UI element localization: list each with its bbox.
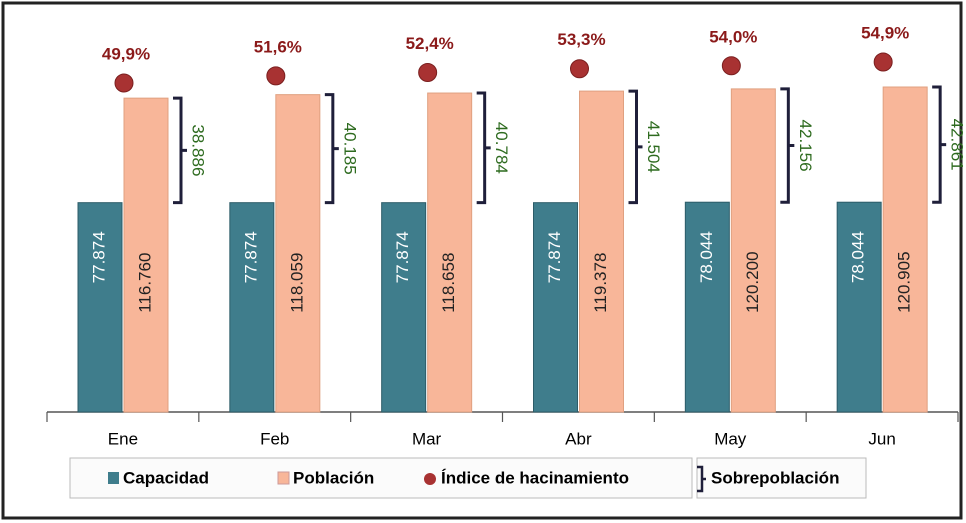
bar-label: 77.874 bbox=[241, 231, 260, 283]
legend-label: Capacidad bbox=[123, 468, 209, 487]
legend-label: Sobrepoblación bbox=[711, 468, 839, 487]
legend-swatch bbox=[424, 473, 436, 485]
bracket bbox=[476, 91, 491, 205]
bar bbox=[684, 201, 730, 413]
bar bbox=[579, 90, 624, 413]
bar-label: 120.200 bbox=[743, 251, 762, 312]
bar-label: 120.905 bbox=[895, 251, 914, 312]
bar-label: 118.059 bbox=[287, 253, 306, 313]
bar bbox=[77, 202, 123, 413]
bracket-label: 38.886 bbox=[189, 124, 208, 176]
marker bbox=[418, 63, 438, 82]
marker-label: 54,9% bbox=[861, 23, 909, 42]
bar bbox=[882, 86, 928, 413]
bar-label: 118.658 bbox=[439, 253, 458, 313]
bracket-label: 42.156 bbox=[796, 120, 815, 172]
bracket-label: 41.504 bbox=[644, 121, 663, 173]
bracket bbox=[932, 85, 947, 204]
bar bbox=[123, 97, 169, 413]
bar bbox=[381, 202, 427, 413]
bracket bbox=[324, 93, 339, 205]
marker-label: 52,4% bbox=[406, 34, 454, 53]
bar-label: 78.044 bbox=[697, 231, 716, 283]
bracket-label: 42.861 bbox=[948, 119, 966, 171]
bracket-label: 40.784 bbox=[492, 122, 511, 174]
marker bbox=[570, 59, 589, 79]
bar-label: 116.760 bbox=[135, 253, 154, 313]
bar-label: 78.044 bbox=[849, 231, 868, 283]
legend-swatch bbox=[108, 472, 119, 484]
marker-label: 49,9% bbox=[102, 44, 150, 63]
bar-label: 77.874 bbox=[393, 231, 412, 283]
bar bbox=[427, 92, 473, 413]
bar bbox=[229, 202, 275, 413]
legend-label: Índice de hacinamiento bbox=[441, 468, 629, 487]
marker bbox=[114, 73, 134, 93]
marker bbox=[721, 56, 741, 76]
legend-box bbox=[69, 457, 693, 499]
bar bbox=[275, 94, 321, 413]
bar bbox=[836, 201, 882, 413]
bracket bbox=[628, 89, 643, 205]
marker bbox=[266, 66, 286, 86]
bracket-label: 40.185 bbox=[340, 123, 359, 175]
x-tick-label: Feb bbox=[260, 429, 289, 448]
bar bbox=[730, 88, 776, 413]
legend-box bbox=[696, 457, 867, 499]
x-tick-label: Ene bbox=[108, 429, 138, 448]
x-tick-label: Jun bbox=[868, 429, 895, 448]
x-tick-label: Abr bbox=[565, 429, 592, 448]
legend-swatch bbox=[697, 465, 706, 493]
marker-label: 54,0% bbox=[709, 27, 757, 46]
x-tick-label: Mar bbox=[412, 429, 442, 448]
legend-label: Población bbox=[293, 468, 374, 487]
bracket bbox=[780, 87, 795, 204]
bar bbox=[533, 202, 578, 413]
bar-label: 119.378 bbox=[591, 253, 610, 313]
marker bbox=[873, 52, 893, 72]
marker-label: 51,6% bbox=[254, 37, 302, 56]
bar-label: 77.874 bbox=[545, 231, 564, 283]
bar-label: 77.874 bbox=[89, 231, 108, 283]
bracket bbox=[173, 96, 187, 205]
marker-label: 53,3% bbox=[557, 30, 605, 49]
x-tick-label: May bbox=[714, 429, 747, 448]
legend-swatch bbox=[277, 471, 290, 485]
